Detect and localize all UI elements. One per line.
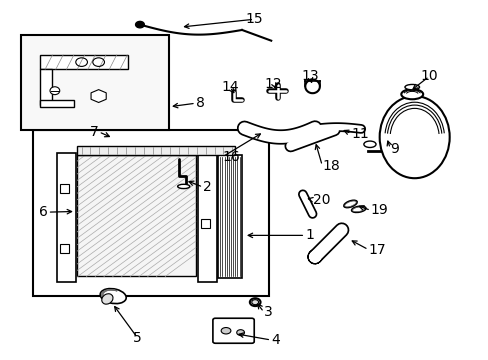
Ellipse shape: [221, 328, 230, 334]
Text: 20: 20: [312, 193, 329, 207]
Bar: [201, 219, 209, 228]
Text: 14: 14: [221, 80, 238, 94]
Text: 1: 1: [305, 228, 313, 242]
Circle shape: [135, 21, 144, 28]
Bar: [77, 146, 234, 155]
Text: 3: 3: [264, 305, 272, 319]
Ellipse shape: [351, 206, 365, 212]
FancyBboxPatch shape: [212, 318, 254, 343]
Bar: [60, 244, 69, 253]
Text: 4: 4: [271, 333, 280, 347]
Ellipse shape: [363, 141, 375, 148]
Text: 12: 12: [264, 77, 282, 91]
Bar: [40, 100, 74, 107]
Text: 15: 15: [245, 12, 263, 26]
Text: 18: 18: [322, 159, 339, 173]
Ellipse shape: [379, 96, 449, 178]
Ellipse shape: [236, 330, 244, 336]
Bar: [21, 35, 169, 130]
Text: 16: 16: [222, 150, 240, 164]
Ellipse shape: [177, 184, 189, 189]
Bar: [77, 155, 196, 276]
Text: 10: 10: [420, 69, 437, 84]
Bar: [60, 184, 69, 193]
Ellipse shape: [343, 200, 356, 208]
Text: 6: 6: [39, 205, 47, 219]
Bar: [40, 69, 52, 105]
Bar: [57, 153, 76, 282]
Text: 11: 11: [351, 127, 368, 140]
Ellipse shape: [249, 298, 260, 306]
Ellipse shape: [404, 85, 419, 90]
Text: 5: 5: [133, 331, 142, 345]
Bar: [217, 155, 242, 278]
Text: 2: 2: [203, 180, 211, 194]
Ellipse shape: [102, 294, 113, 304]
Ellipse shape: [401, 89, 422, 99]
Text: 8: 8: [196, 96, 204, 110]
Ellipse shape: [100, 289, 126, 303]
Text: 13: 13: [301, 69, 318, 84]
Text: 7: 7: [90, 125, 99, 139]
Text: 19: 19: [370, 203, 388, 217]
Ellipse shape: [251, 300, 258, 305]
Text: 9: 9: [389, 141, 398, 156]
Bar: [198, 153, 216, 282]
Bar: [33, 130, 268, 296]
Text: 17: 17: [368, 243, 386, 257]
Ellipse shape: [50, 87, 60, 95]
Bar: [40, 55, 127, 69]
